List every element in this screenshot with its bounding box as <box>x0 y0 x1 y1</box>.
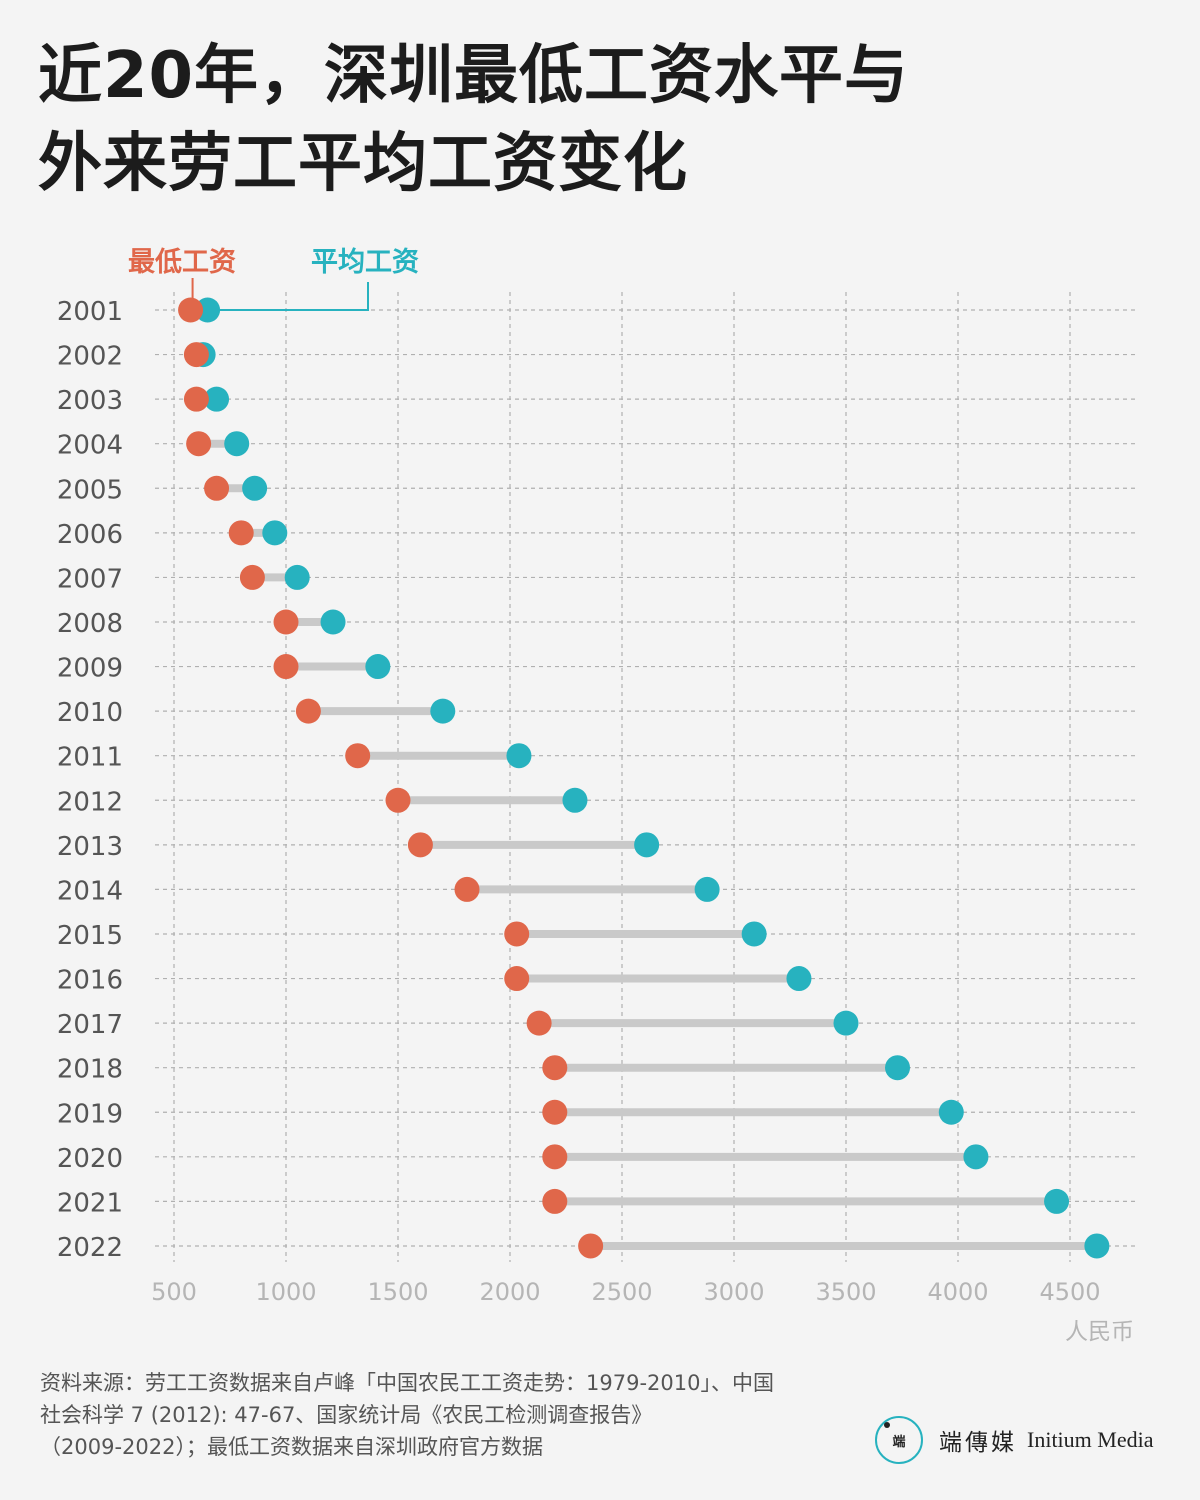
year-label: 2021 <box>57 1188 123 1218</box>
min-wage-dot <box>385 787 411 813</box>
average-wage-dot <box>320 609 346 635</box>
x-tick-label: 3500 <box>815 1278 876 1306</box>
logo-circle-icon: 端 <box>875 1416 923 1464</box>
year-label: 2010 <box>57 698 123 728</box>
min-wage-dot <box>504 921 530 947</box>
initium-logo: 端 端傳媒 Initium Media <box>875 1415 1153 1465</box>
year-label: 2005 <box>57 475 123 505</box>
min-wage-dot <box>273 654 299 680</box>
legend-average-wage: 平均工资 <box>311 247 419 278</box>
average-wage-dot <box>204 386 230 412</box>
min-wage-dot <box>578 1233 604 1259</box>
year-label: 2014 <box>57 876 123 906</box>
average-wage-dot <box>885 1055 911 1081</box>
year-label: 2004 <box>57 431 123 461</box>
year-label: 2017 <box>57 1010 123 1040</box>
average-wage-dot <box>284 564 310 590</box>
year-label: 2020 <box>57 1144 123 1174</box>
min-wage-dot <box>542 1188 568 1214</box>
year-label: 2006 <box>57 520 123 550</box>
year-label: 2007 <box>57 564 123 594</box>
x-tick-label: 1000 <box>255 1278 316 1306</box>
brand-name-cn: 端傳媒 <box>939 1430 1017 1456</box>
average-wage-dot <box>741 921 767 947</box>
year-label: 2022 <box>57 1233 123 1263</box>
source-line-2: 社会科学 7 (2012): 47-67、国家统计局《农民工检测调查报告》 <box>40 1403 653 1427</box>
x-tick-label: 2000 <box>479 1278 540 1306</box>
min-wage-dot <box>542 1144 568 1170</box>
average-wage-dot <box>430 698 456 724</box>
min-wage-dot <box>186 431 212 457</box>
logo-mark: 端 <box>892 1434 906 1450</box>
year-label: 2019 <box>57 1099 123 1129</box>
min-wage-dot <box>345 743 371 769</box>
source-line-3: （2009-2022）；最低工资数据来自深圳政府官方数据 <box>40 1435 543 1459</box>
min-wage-dot <box>183 386 209 412</box>
average-wage-dot <box>262 520 288 546</box>
legend-leader-avg <box>207 282 369 311</box>
x-tick-label: 500 <box>151 1278 197 1306</box>
average-wage-dot <box>694 876 720 902</box>
min-wage-dot <box>228 520 254 546</box>
average-wage-dot <box>634 832 660 858</box>
x-tick-label: 4000 <box>927 1278 988 1306</box>
x-tick-label: 1500 <box>367 1278 428 1306</box>
min-wage-dot <box>239 564 265 590</box>
x-tick-label: 3000 <box>703 1278 764 1306</box>
year-label: 2015 <box>57 921 123 951</box>
year-label: 2011 <box>57 743 123 773</box>
min-wage-dot <box>542 1055 568 1081</box>
chart-title: 近20年，深圳最低工资水平与 外来劳工平均工资变化 <box>38 32 1158 208</box>
min-wage-dot <box>504 966 530 992</box>
year-label: 2012 <box>57 787 123 817</box>
min-wage-dot <box>183 342 209 368</box>
x-tick-label: 2500 <box>591 1278 652 1306</box>
average-wage-dot <box>938 1099 964 1125</box>
year-label: 2008 <box>57 609 123 639</box>
year-label: 2001 <box>57 297 123 327</box>
year-label: 2013 <box>57 832 123 862</box>
average-wage-dot <box>506 743 532 769</box>
x-tick-label: 4500 <box>1039 1278 1100 1306</box>
average-wage-dot <box>786 966 812 992</box>
legend-min-wage: 最低工资 <box>128 247 236 278</box>
average-wage-dot <box>1044 1188 1070 1214</box>
min-wage-dot <box>295 698 321 724</box>
title-line-2: 外来劳工平均工资变化 <box>38 127 688 201</box>
average-wage-dot <box>833 1010 859 1036</box>
average-wage-dot <box>365 654 391 680</box>
min-wage-dot <box>204 475 230 501</box>
min-wage-dot <box>526 1010 552 1036</box>
average-wage-dot <box>242 475 268 501</box>
min-wage-dot <box>454 876 480 902</box>
title-line-1: 近20年，深圳最低工资水平与 <box>38 39 910 113</box>
year-label: 2002 <box>57 342 123 372</box>
average-wage-dot <box>1084 1233 1110 1259</box>
year-label: 2018 <box>57 1055 123 1085</box>
year-label: 2009 <box>57 654 123 684</box>
source-line-1: 资料来源：劳工工资数据来自卢峰「中国农民工工资走势：1979-2010」、中国 <box>40 1371 774 1395</box>
average-wage-dot <box>963 1144 989 1170</box>
min-wage-dot <box>273 609 299 635</box>
brand-name-en: Initium Media <box>1027 1427 1154 1452</box>
year-label: 2003 <box>57 386 123 416</box>
source-note: 资料来源：劳工工资数据来自卢峰「中国农民工工资走势：1979-2010」、中国 … <box>40 1367 870 1463</box>
min-wage-dot <box>407 832 433 858</box>
min-wage-dot <box>542 1099 568 1125</box>
dumbbell-chart: 2001 2002 2003 2004 2005 2006 2007 2008 2009 2010… <box>57 278 1135 1345</box>
unit-label: 人民币 <box>1065 1319 1134 1345</box>
min-wage-dot <box>178 297 204 323</box>
average-wage-dot <box>224 431 250 457</box>
year-label: 2016 <box>57 966 123 996</box>
average-wage-dot <box>562 787 588 813</box>
